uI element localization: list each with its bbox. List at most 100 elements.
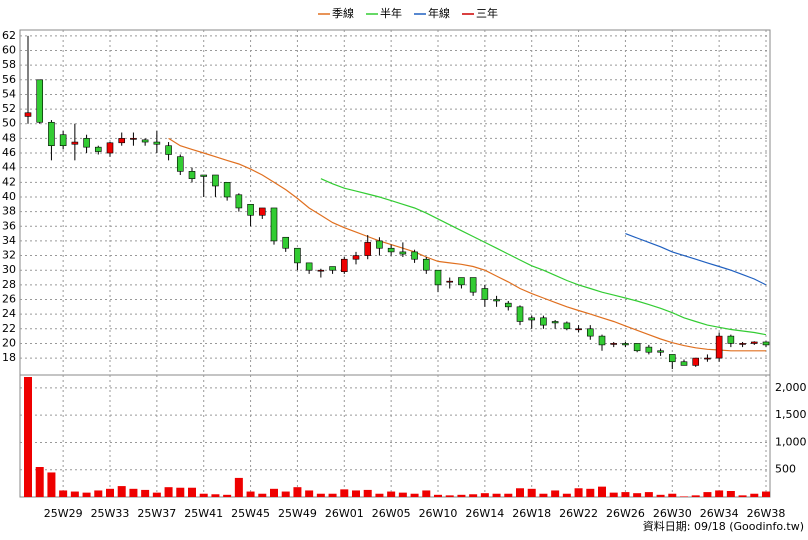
- candle-body: [493, 299, 500, 302]
- x-tick-label: 26W10: [419, 507, 458, 520]
- volume-bar: [106, 488, 114, 497]
- x-tick-label: 26W26: [606, 507, 645, 520]
- x-tick-label: 26W30: [653, 507, 692, 520]
- x-tick-label: 25W41: [184, 507, 223, 520]
- x-tick-label: 26W18: [512, 507, 551, 520]
- volume-bar: [340, 489, 349, 497]
- candle-body: [645, 346, 653, 353]
- y-tick-label: 22: [2, 322, 16, 335]
- y-tick-label: 48: [2, 131, 16, 144]
- candle-body: [153, 141, 161, 145]
- ma-line: [168, 137, 766, 352]
- volume-bar: [199, 493, 208, 497]
- candle-body: [329, 266, 336, 271]
- candle-body: [24, 112, 32, 117]
- candle-body: [668, 354, 676, 363]
- volume-bar: [281, 491, 290, 497]
- candle-body: [83, 138, 90, 148]
- volume-bar: [188, 487, 196, 497]
- volume-bar: [352, 490, 360, 497]
- y-tick-label: 26: [2, 292, 16, 305]
- y-tick-label: 30: [2, 263, 16, 276]
- volume-bar: [117, 486, 126, 497]
- volume-bar: [726, 491, 735, 497]
- candle-body: [200, 174, 208, 177]
- volume-bar: [691, 495, 700, 497]
- candle-body: [340, 258, 348, 272]
- volume-bar: [211, 494, 220, 497]
- candle-body: [446, 280, 454, 283]
- volume-bar: [223, 494, 232, 497]
- y-tick-label: 38: [2, 205, 16, 218]
- volume-bar: [316, 493, 325, 497]
- volume-bar: [680, 496, 688, 497]
- candle-body: [223, 182, 231, 198]
- candle-body: [750, 341, 758, 344]
- x-tick-label: 26W34: [700, 507, 739, 520]
- y-tick-label: 54: [2, 87, 16, 100]
- candle-body: [762, 341, 770, 346]
- y-tick-label: 58: [2, 58, 16, 71]
- candle-body: [458, 277, 465, 286]
- candle-body: [106, 142, 114, 154]
- y-tick-label: 32: [2, 249, 16, 262]
- legend-label: 半年: [380, 6, 402, 20]
- volume-bar: [176, 487, 185, 497]
- volume-bar: [59, 490, 68, 497]
- candle-body: [71, 141, 79, 145]
- y-tick-label: 20: [2, 336, 16, 349]
- volume-bar: [480, 493, 489, 497]
- y-tick-label: 60: [2, 44, 16, 57]
- volume-bar: [750, 493, 759, 497]
- y-tick-label: 42: [2, 175, 16, 188]
- candle-body: [141, 139, 149, 143]
- candle-body: [188, 171, 196, 179]
- candle-body: [352, 255, 360, 260]
- volume-bar: [363, 489, 372, 497]
- y-tick-label: 46: [2, 146, 16, 159]
- volume-bar: [246, 491, 255, 497]
- volume-bar: [47, 472, 56, 497]
- volume-bar: [644, 492, 653, 497]
- volume-bar: [24, 377, 32, 497]
- candle-body: [364, 242, 372, 256]
- volume-bar: [562, 493, 571, 497]
- y2-tick-label: 2,000: [775, 381, 807, 394]
- volume-bar: [270, 488, 278, 497]
- y2-tick-label: 1,000: [775, 435, 807, 448]
- y2-tick-label: 1,500: [775, 408, 807, 421]
- candle-body: [528, 317, 536, 321]
- candle-body: [94, 146, 102, 152]
- candle-body: [294, 247, 301, 264]
- candle-body: [481, 288, 489, 300]
- candle-body: [422, 258, 430, 271]
- volume-bar: [129, 488, 138, 497]
- candle-body: [657, 350, 664, 353]
- x-tick-label: 25W49: [278, 507, 317, 520]
- candle-body: [59, 134, 67, 147]
- candle-body: [130, 138, 137, 140]
- candle-body: [540, 317, 547, 326]
- candle-body: [516, 306, 524, 322]
- volume-bar: [586, 488, 595, 497]
- x-tick-label: 26W22: [559, 507, 598, 520]
- candle-body: [469, 277, 477, 293]
- candle-body: [504, 302, 512, 308]
- ma-line: [625, 233, 767, 286]
- candle-body: [715, 335, 723, 359]
- footnote: 資料日期: 09/18 (Goodinfo.tw): [643, 519, 804, 533]
- plot-frame: [19, 29, 771, 498]
- volume-bar: [633, 493, 642, 497]
- candle-body: [575, 328, 582, 331]
- candle-body: [317, 269, 325, 272]
- y-tick-label: 52: [2, 102, 16, 115]
- volume-bar: [656, 494, 665, 497]
- volume-bar: [375, 493, 384, 497]
- volume-bar: [422, 490, 431, 497]
- volume-bar: [516, 488, 524, 497]
- y-tick-label: 50: [2, 117, 16, 130]
- candle-body: [36, 79, 44, 123]
- y-tick-label: 40: [2, 190, 16, 203]
- candle-body: [176, 156, 184, 172]
